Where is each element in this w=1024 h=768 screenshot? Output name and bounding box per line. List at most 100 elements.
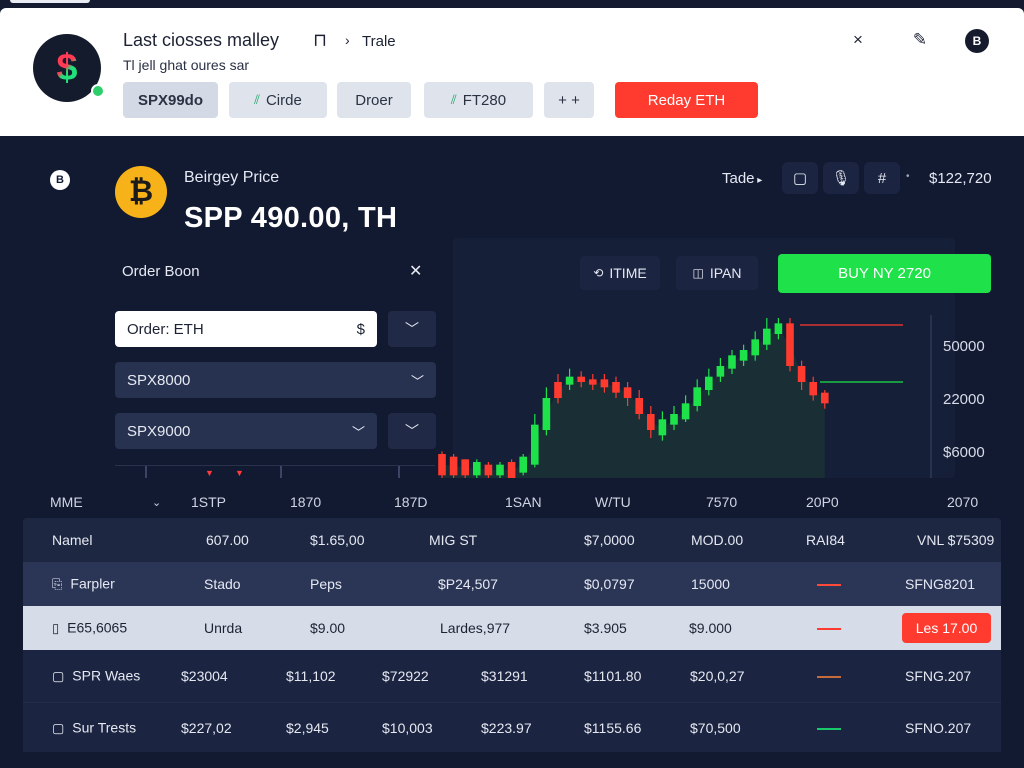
dollar-logo-icon: $ [56,46,78,89]
user-badge-icon[interactable]: B [965,29,989,53]
table-cell: $9.000 [689,620,732,636]
chip-order-label: Droer [355,91,393,109]
nav-bracket-icon[interactable]: ⊓ [313,30,328,50]
column-header[interactable]: MOD.00 [691,532,744,548]
chevron-down-icon: ﹀ [351,424,365,440]
row-name-text: Sur Trests [72,719,137,735]
dropdown-dot-icon: • [906,171,910,182]
row-name: ▢ SPR Waes [52,668,140,685]
chip-ft[interactable]: ⫽ FT280 [424,82,533,118]
pair-select-2-toggle[interactable]: ﹀ [388,413,436,449]
leverage-pill-button[interactable]: Les 17.00 [902,613,991,643]
pair-select-1[interactable]: SPX8000 ﹀ [115,362,436,398]
column-header[interactable]: RAI84 [806,532,845,548]
table-cell: $20,0,27 [690,668,745,684]
depth-marker-icon: ▼ [235,468,244,478]
order-input-dropdown[interactable]: ﹀ [388,311,436,347]
table-cell: $23004 [181,668,228,684]
x-tick-label: 2070 [947,494,979,510]
folder-button[interactable]: ▢ [782,162,818,194]
table-cell: $31291 [481,668,528,684]
trend-dash [817,628,841,630]
table-row[interactable]: ⎘ Farpler Stado Peps $P24,507 $0,0797 150… [23,562,1001,606]
clock-icon: ⟲ [593,266,604,280]
table-cell: $3.905 [584,620,627,636]
folder-icon: ▢ [792,170,808,187]
app-logo[interactable]: $ [33,34,105,102]
table-cell: 15000 [691,576,730,592]
y-tick-label: 22000 [943,391,985,408]
mic-button[interactable]: 🎙︎ [823,162,859,194]
row-name: ⎘ Farpler [52,576,115,593]
chevron-down-icon: ﹀ [405,321,419,337]
trend-dash [817,584,841,586]
square-icon: ▢ [52,668,65,684]
row-name: ▯ E65,6065 [52,620,127,637]
file-icon: ⎘ [52,576,63,592]
close-icon[interactable]: × [853,30,863,49]
column-header[interactable]: Namel [52,532,93,548]
page-subtitle: Tl jell ghat oures sar [123,57,250,73]
table-cell: SFNO.207 [905,719,972,736]
chip-order[interactable]: Droer [337,82,411,118]
price-label: Beirgey Price [184,169,280,186]
column-header[interactable]: 607.00 [206,532,249,548]
table-cell: Stado [204,576,241,592]
chart-small-icon: ⫽ [254,92,260,107]
pair-select-2-value: SPX9000 [127,422,191,440]
chip-spx[interactable]: SPX99do [123,82,218,118]
top-window-strip [0,0,1024,8]
column-header[interactable]: VNL $75309 [917,532,995,548]
depth-tick [280,466,282,478]
table-cell: SFNG.207 [905,668,972,684]
y-tick-label: $6000 [943,444,985,461]
table-cell: Peps [310,576,342,592]
trend-dash [817,727,841,730]
hash-button[interactable]: # [864,162,900,194]
x-tick-label: 1STP [191,494,227,510]
price-value: SPP 490.00, TH [184,202,398,234]
column-header[interactable]: $1.65,00 [310,532,365,548]
table-cell: $10,003 [382,719,433,736]
row-name: ▢ Sur Trests [52,719,136,736]
ready-eth-button[interactable]: Reday ETH [615,82,758,118]
chip-add[interactable]: + + [544,82,594,118]
breadcrumb-trade[interactable]: Trale [362,33,396,50]
buy-button[interactable]: BUY NY 2720 [778,254,991,293]
pair-select-2[interactable]: SPX9000 ﹀ [115,413,377,449]
square-icon: ▢ [52,720,65,735]
row-name-text: Farpler [70,575,115,592]
x-tick-label: 7570 [706,494,738,510]
table-row[interactable]: ▢ SPR Waes $23004 $11,102 $72922 $31291 $… [23,650,1001,702]
time-button[interactable]: ⟲ ITIME [580,256,660,290]
x-tick-label: 187D [394,494,428,510]
market-table: Namel 607.00 $1.65,00 MIG ST $7,0000 MOD… [23,518,1001,752]
table-cell: $70,500 [690,719,741,736]
bitcoin-icon: ₿ [115,166,167,218]
chip-add-label: + + [558,91,580,109]
table-cell: $11,102 [286,668,336,684]
x-tick-label: 1SAN [505,494,542,510]
table-row[interactable]: ▢ Sur Trests $227,02 $2,945 $10,003 $223.… [23,702,1001,752]
trend-dash [817,676,841,678]
chip-circle[interactable]: ⫽ Cirde [229,82,327,118]
chevron-down-icon: ﹀ [410,373,424,389]
order-input-value: Order: ETH [127,320,204,338]
table-cell: SFNG8201 [905,576,976,592]
column-header[interactable]: $7,0000 [584,532,635,548]
chip-circle-label: Cirde [265,91,302,109]
pan-button-label: IPAN [709,265,742,281]
order-input[interactable]: Order: ETH $ [115,311,377,347]
table-row-selected[interactable]: ▯ E65,6065 Unrda $9.00 Lardes,977 $3.905 … [23,606,1001,650]
pencil-icon[interactable]: ✎ [912,30,928,49]
trade-dropdown[interactable]: Tade ▸ [722,170,762,187]
table-cell: Unrda [204,620,243,636]
chevron-down-icon[interactable]: ⌄ [152,497,162,509]
x-tick-label: 20P0 [806,494,839,510]
table-cell: $9.00 [310,620,346,636]
order-book-close-icon[interactable]: ✕ [409,263,423,280]
small-coin-icon[interactable]: B [50,170,70,190]
table-cell: $72922 [382,668,429,684]
pan-button[interactable]: ◫ IPAN [676,256,758,290]
column-header[interactable]: MIG ST [429,532,478,548]
